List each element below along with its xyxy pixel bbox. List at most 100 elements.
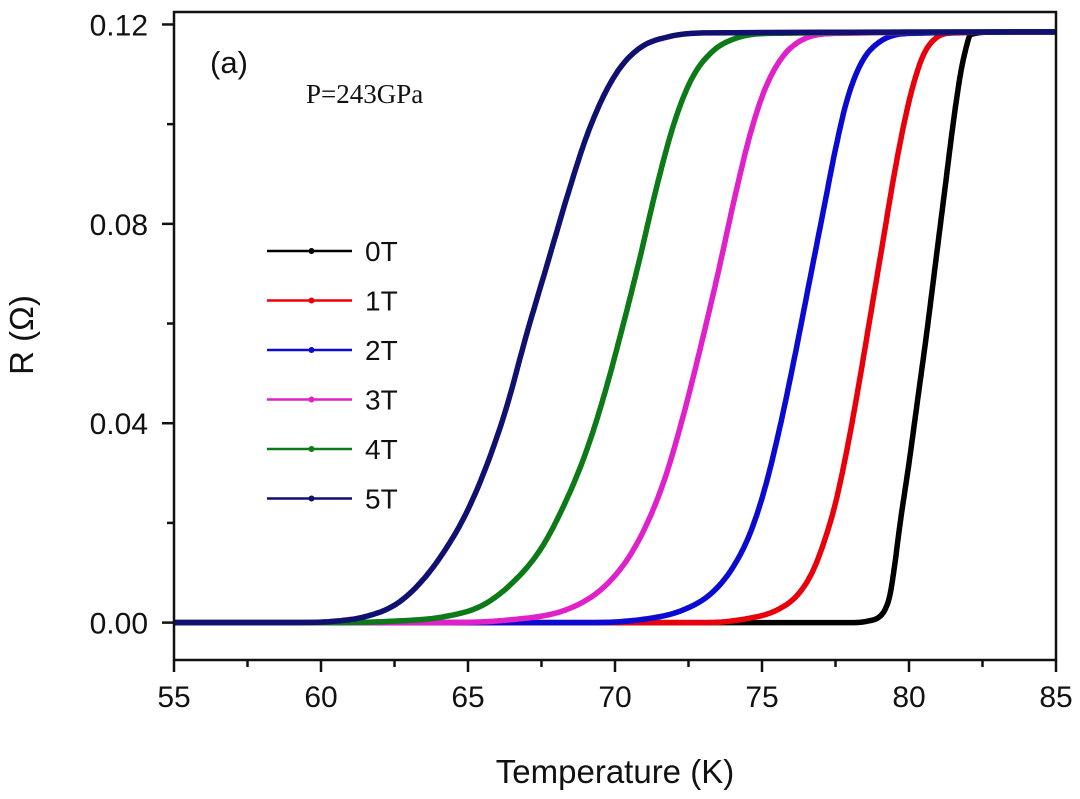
data-point-4T — [442, 614, 447, 619]
series-line-0T — [174, 29, 1056, 626]
series-line-5T — [174, 29, 1056, 626]
data-point-3T — [801, 37, 806, 42]
data-point-5T — [665, 34, 671, 40]
data-point-2T — [762, 485, 768, 491]
data-point-0T — [865, 618, 870, 624]
data-point-0T — [964, 44, 969, 50]
data-point-0T — [915, 396, 920, 401]
data-point-2T — [777, 426, 782, 431]
data-point-5T — [701, 30, 706, 36]
data-point-1T — [701, 620, 706, 625]
series-layer — [174, 29, 1056, 626]
data-point-4T — [618, 331, 624, 336]
data-point-2T — [821, 206, 826, 212]
data-point-0T — [877, 614, 882, 619]
data-point-3T — [748, 131, 753, 137]
data-point-1T — [880, 241, 885, 246]
data-point-3T — [662, 475, 668, 481]
data-point-5T — [462, 513, 468, 518]
data-point-1T — [809, 570, 815, 575]
data-point-5T — [333, 618, 338, 624]
legend-item-0T: 0T — [267, 236, 398, 267]
data-point-2T — [845, 97, 850, 102]
data-point-4T — [562, 500, 568, 506]
data-point-3T — [680, 416, 685, 421]
legend: 0T 1T 2T 3T 4T 5T — [267, 236, 398, 515]
data-point-0T — [759, 620, 765, 625]
data-point-5T — [583, 136, 588, 142]
legend-marker — [308, 347, 315, 353]
legend-label: 2T — [365, 335, 398, 366]
data-point-4T — [601, 396, 606, 401]
data-point-0T — [906, 460, 912, 466]
data-point-4T — [733, 36, 738, 41]
data-point-5T — [618, 64, 624, 70]
data-point-4T — [392, 618, 397, 624]
data-point-1T — [774, 608, 779, 613]
legend-marker — [308, 396, 315, 403]
data-point-0T — [818, 620, 823, 625]
x-tick-label: 65 — [451, 681, 484, 714]
legend-label: 3T — [365, 385, 398, 416]
data-point-0T — [950, 122, 956, 127]
data-point-3T — [715, 271, 721, 276]
data-point-2T — [709, 590, 715, 595]
axis-tick-labels: 55 60 65 70 75 80 85 0.00 0.04 0.08 0.12 — [90, 9, 1073, 714]
x-tick-label: 60 — [304, 681, 337, 714]
data-point-0T — [933, 261, 938, 266]
data-point-2T — [833, 146, 838, 152]
data-point-5T — [289, 620, 294, 625]
data-point-0T — [942, 191, 947, 197]
series-0T — [174, 29, 1056, 626]
x-tick-label: 70 — [598, 681, 631, 714]
legend-item-3T: 3T — [267, 385, 398, 416]
data-point-2T — [642, 616, 647, 622]
y-tick-label: 0.12 — [90, 9, 148, 42]
data-point-5T — [415, 583, 421, 588]
data-point-1T — [856, 381, 862, 386]
data-point-1T — [903, 112, 909, 117]
data-point-0T — [898, 520, 903, 526]
data-point-3T — [780, 54, 785, 60]
data-point-4T — [583, 450, 588, 456]
data-point-4T — [709, 49, 715, 55]
data-point-2T — [806, 281, 812, 286]
data-point-3T — [562, 608, 568, 613]
data-point-0T — [887, 593, 893, 598]
data-point-0T — [848, 620, 853, 625]
data-point-5T — [362, 614, 368, 619]
data-point-4T — [636, 261, 641, 266]
data-point-1T — [745, 616, 750, 621]
y-axis-title: R (Ω) — [3, 295, 40, 375]
legend-item-5T: 5T — [267, 484, 398, 515]
data-point-2T — [877, 39, 882, 45]
data-point-5T — [565, 191, 571, 197]
data-point-3T — [436, 620, 441, 625]
x-tick-label: 80 — [892, 681, 925, 714]
legend-marker — [308, 248, 315, 254]
legend-label: 1T — [365, 286, 398, 317]
data-point-4T — [689, 77, 694, 82]
data-point-4T — [654, 186, 659, 192]
data-point-3T — [509, 617, 515, 622]
panel-label: (a) — [210, 45, 248, 80]
data-point-2T — [680, 608, 685, 613]
data-point-1T — [921, 52, 926, 57]
data-point-3T — [645, 520, 650, 526]
data-point-5T — [392, 603, 397, 608]
data-point-3T — [733, 191, 738, 197]
x-axis-title: Temperature (K) — [496, 753, 734, 790]
x-tick-label: 55 — [157, 681, 190, 714]
data-point-2T — [859, 59, 865, 64]
data-point-5T — [545, 261, 550, 266]
data-point-1T — [868, 311, 873, 316]
legend-marker — [308, 297, 315, 304]
legend-label: 5T — [365, 484, 398, 515]
legend-item-2T: 2T — [267, 335, 398, 366]
data-point-1T — [833, 500, 838, 506]
data-point-2T — [583, 620, 588, 625]
data-point-5T — [639, 44, 644, 50]
data-point-1T — [933, 36, 938, 41]
x-tick-label: 85 — [1039, 681, 1072, 714]
